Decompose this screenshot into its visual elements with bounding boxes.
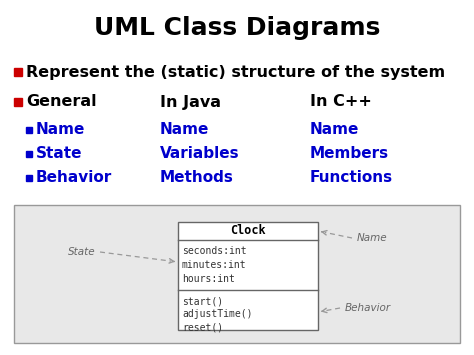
Text: Functions: Functions	[310, 170, 393, 186]
Bar	[26, 127, 32, 133]
Text: Methods: Methods	[160, 170, 234, 186]
Text: Clock: Clock	[230, 224, 266, 237]
Text: Name: Name	[357, 233, 388, 243]
Bar	[178, 222, 318, 330]
Text: seconds:int: seconds:int	[182, 246, 246, 256]
Bar	[14, 98, 22, 106]
Bar	[14, 205, 460, 343]
Text: In Java: In Java	[160, 94, 221, 109]
Text: Behavior: Behavior	[36, 170, 112, 186]
Text: In C++: In C++	[310, 94, 372, 109]
Bar	[26, 151, 32, 157]
Text: Members: Members	[310, 147, 389, 162]
Text: Name: Name	[160, 122, 210, 137]
Text: reset(): reset()	[182, 322, 223, 332]
Text: Name: Name	[310, 122, 359, 137]
Text: Variables: Variables	[160, 147, 240, 162]
Text: start(): start()	[182, 296, 223, 306]
Text: State: State	[36, 147, 82, 162]
Text: General: General	[26, 94, 97, 109]
Text: minutes:int: minutes:int	[182, 260, 246, 270]
Text: Name: Name	[36, 122, 85, 137]
Text: Represent the (static) structure of the system: Represent the (static) structure of the …	[26, 65, 445, 80]
Text: Behavior: Behavior	[345, 303, 391, 313]
Bar	[14, 68, 22, 76]
Text: adjustTime(): adjustTime()	[182, 309, 253, 319]
Text: UML Class Diagrams: UML Class Diagrams	[94, 16, 380, 40]
Text: State: State	[68, 247, 96, 257]
Bar	[26, 175, 32, 181]
Text: hours:int: hours:int	[182, 274, 235, 284]
